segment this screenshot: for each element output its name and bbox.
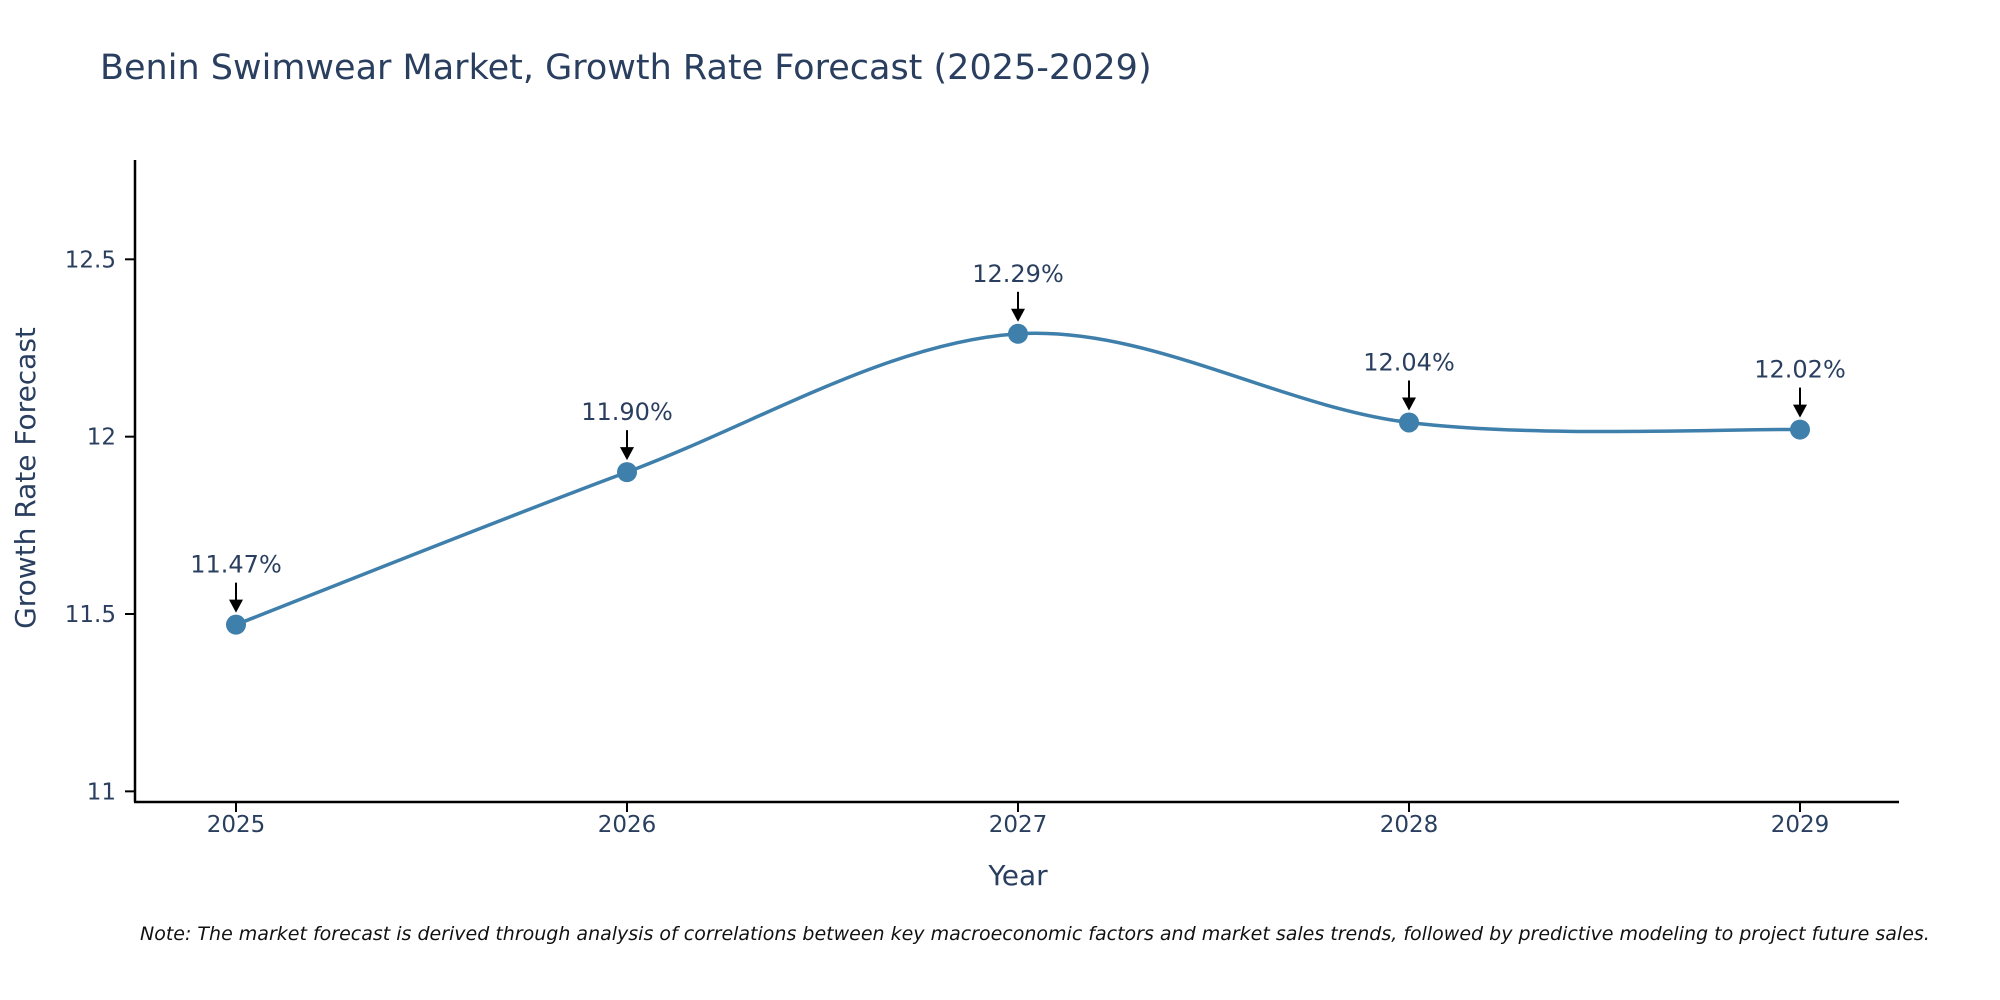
y-tick-label: 12.5: [65, 247, 116, 273]
x-tick-label: 2029: [1771, 812, 1830, 838]
y-tick-label: 11.5: [65, 602, 116, 628]
x-tick-label: 2026: [598, 812, 657, 838]
data-label: 12.04%: [1363, 348, 1455, 376]
growth-rate-line: [235, 331, 1801, 627]
x-axis-title: Year: [987, 859, 1048, 892]
x-tick-label: 2025: [207, 812, 266, 838]
data-markers: [226, 323, 1810, 635]
x-axis-ticks: 2025 2026 2027 2028 2029: [207, 802, 1830, 838]
x-tick-label: 2027: [989, 812, 1048, 838]
annotation-arrow-head: [229, 599, 243, 613]
annotation-arrow-head: [620, 447, 634, 461]
data-label: 11.90%: [581, 398, 673, 426]
y-tick-label: 11: [87, 779, 116, 805]
annotation-arrow-head: [1402, 397, 1416, 411]
data-point: [1399, 412, 1419, 433]
data-label: 11.47%: [190, 551, 282, 579]
y-tick-label: 12: [87, 425, 116, 451]
data-label: 12.29%: [972, 260, 1064, 288]
y-axis-title: Growth Rate Forecast: [9, 327, 42, 629]
data-point: [226, 614, 246, 635]
x-tick-label: 2028: [1380, 812, 1439, 838]
data-label: 12.02%: [1754, 356, 1846, 384]
data-point: [1790, 419, 1810, 440]
annotation-arrow-head: [1011, 308, 1025, 322]
y-axis-ticks: 11 11.5 12 12.5: [65, 247, 135, 805]
data-point: [1008, 323, 1028, 344]
chart-title: Benin Swimwear Market, Growth Rate Forec…: [100, 48, 1152, 88]
data-point: [617, 462, 637, 483]
annotation-arrow-head: [1793, 404, 1807, 418]
footnote: Note: The market forecast is derived thr…: [140, 923, 1930, 945]
data-annotations: 11.47% 11.90% 12.29% 12.04% 12.02%: [190, 260, 1846, 613]
